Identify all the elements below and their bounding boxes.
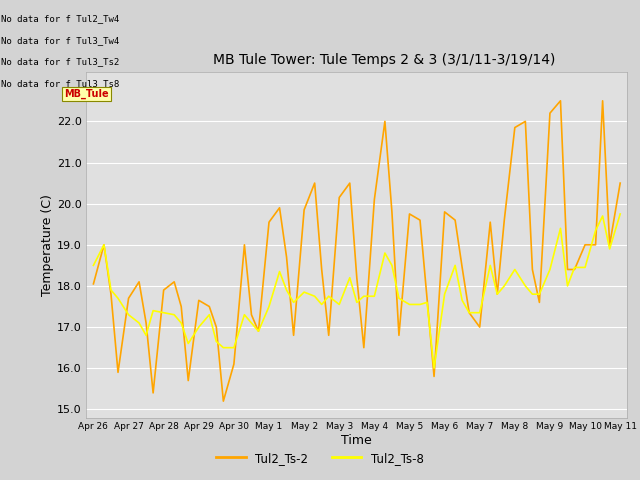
Tul2_Ts-2 xyxy=(90,281,97,287)
Tul2_Ts-2 xyxy=(381,119,388,124)
Tul2_Ts-8 xyxy=(212,338,220,344)
Text: No data for f Tul3_Ts2: No data for f Tul3_Ts2 xyxy=(1,58,120,67)
Tul2_Ts-2 xyxy=(195,298,203,303)
Legend: Tul2_Ts-2, Tul2_Ts-8: Tul2_Ts-2, Tul2_Ts-8 xyxy=(212,447,428,469)
Title: MB Tule Tower: Tule Temps 2 & 3 (3/1/11-3/19/14): MB Tule Tower: Tule Temps 2 & 3 (3/1/11-… xyxy=(212,53,555,67)
Line: Tul2_Ts-8: Tul2_Ts-8 xyxy=(93,214,620,368)
Tul2_Ts-8 xyxy=(616,211,624,217)
X-axis label: Time: Time xyxy=(341,434,372,447)
Text: MB_Tule: MB_Tule xyxy=(64,89,109,99)
Y-axis label: Temperature (C): Temperature (C) xyxy=(41,194,54,296)
Tul2_Ts-8 xyxy=(195,324,203,330)
Tul2_Ts-2 xyxy=(564,266,572,272)
Tul2_Ts-8 xyxy=(406,301,413,307)
Tul2_Ts-8 xyxy=(90,263,97,268)
Tul2_Ts-2 xyxy=(416,217,424,223)
Text: No data for f Tul3_Ts8: No data for f Tul3_Ts8 xyxy=(1,79,120,88)
Tul2_Ts-8 xyxy=(371,293,378,299)
Line: Tul2_Ts-2: Tul2_Ts-2 xyxy=(93,101,620,401)
Tul2_Ts-8 xyxy=(557,226,564,231)
Tul2_Ts-2 xyxy=(283,254,291,260)
Tul2_Ts-8 xyxy=(276,269,284,275)
Tul2_Ts-2 xyxy=(212,324,220,330)
Tul2_Ts-2 xyxy=(557,98,564,104)
Tul2_Ts-8 xyxy=(430,365,438,371)
Text: No data for f Tul3_Tw4: No data for f Tul3_Tw4 xyxy=(1,36,120,45)
Tul2_Ts-2 xyxy=(616,180,624,186)
Text: No data for f Tul2_Tw4: No data for f Tul2_Tw4 xyxy=(1,14,120,24)
Tul2_Ts-2 xyxy=(220,398,227,404)
